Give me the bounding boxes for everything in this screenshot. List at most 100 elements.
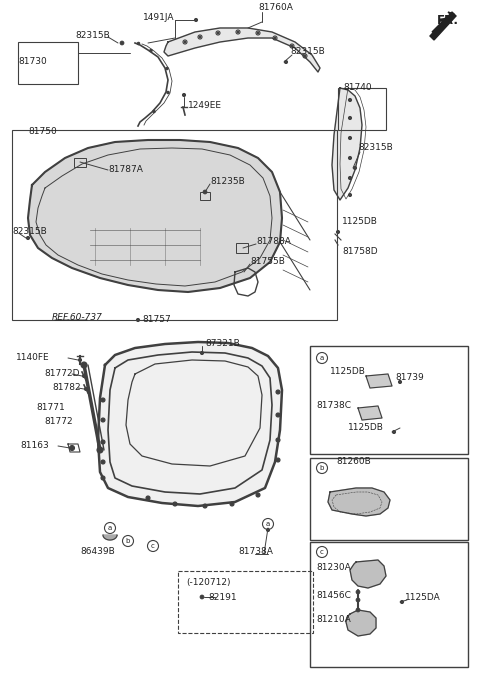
Polygon shape <box>332 88 362 200</box>
Text: 81738C: 81738C <box>316 401 351 409</box>
Text: 81772: 81772 <box>44 416 72 426</box>
Polygon shape <box>350 560 386 588</box>
Text: a: a <box>108 525 112 531</box>
Circle shape <box>393 430 396 434</box>
Circle shape <box>136 318 140 322</box>
Circle shape <box>203 504 207 508</box>
Text: 82315B: 82315B <box>358 143 393 152</box>
Text: 82315B: 82315B <box>75 31 110 39</box>
Circle shape <box>79 358 82 362</box>
Text: 81757: 81757 <box>142 316 171 324</box>
Circle shape <box>101 476 105 480</box>
Circle shape <box>349 137 351 139</box>
Text: 82315B: 82315B <box>290 48 325 56</box>
Circle shape <box>266 528 269 532</box>
Circle shape <box>304 55 306 57</box>
Circle shape <box>256 493 260 497</box>
Text: (-120712): (-120712) <box>186 577 230 586</box>
Polygon shape <box>358 406 382 420</box>
Circle shape <box>101 440 105 444</box>
Circle shape <box>356 598 360 602</box>
Circle shape <box>237 31 239 33</box>
Text: b: b <box>126 538 130 544</box>
Polygon shape <box>328 488 390 516</box>
Circle shape <box>230 502 234 506</box>
Circle shape <box>349 177 351 179</box>
Circle shape <box>400 600 404 604</box>
Text: REF.60-737: REF.60-737 <box>52 313 103 322</box>
Text: 81730: 81730 <box>18 58 47 67</box>
Polygon shape <box>164 28 320 72</box>
Text: 1249EE: 1249EE <box>188 101 222 109</box>
Circle shape <box>276 438 280 442</box>
Circle shape <box>356 590 360 594</box>
Text: FR.: FR. <box>437 14 459 27</box>
Text: 81210A: 81210A <box>316 615 351 624</box>
Text: 81739: 81739 <box>395 373 424 382</box>
Text: 1125DB: 1125DB <box>342 218 378 226</box>
Text: 81772D: 81772D <box>44 369 80 377</box>
Circle shape <box>276 458 280 462</box>
Polygon shape <box>430 12 456 40</box>
Text: c: c <box>320 549 324 555</box>
Bar <box>338 88 386 130</box>
Circle shape <box>276 413 280 417</box>
Circle shape <box>182 94 185 97</box>
Text: 81758D: 81758D <box>342 248 378 256</box>
Text: 81235B: 81235B <box>210 177 245 186</box>
Circle shape <box>285 61 288 63</box>
Circle shape <box>97 447 103 453</box>
Text: a: a <box>266 521 270 527</box>
Text: b: b <box>320 465 324 471</box>
Text: 81260B: 81260B <box>336 458 371 466</box>
Circle shape <box>84 388 87 390</box>
Circle shape <box>167 91 169 94</box>
Text: 81163: 81163 <box>20 441 49 449</box>
Circle shape <box>291 45 293 47</box>
Text: 81230A: 81230A <box>316 564 351 573</box>
Polygon shape <box>346 610 376 636</box>
Circle shape <box>356 608 360 612</box>
Text: c: c <box>151 543 155 549</box>
Text: 81760A: 81760A <box>258 3 293 12</box>
Text: 87321B: 87321B <box>205 339 240 348</box>
Circle shape <box>353 167 357 169</box>
Circle shape <box>120 41 124 45</box>
Text: 82191: 82191 <box>208 592 237 602</box>
Polygon shape <box>366 374 392 388</box>
Text: 1125DB: 1125DB <box>348 424 384 432</box>
Circle shape <box>153 110 155 113</box>
Text: 81456C: 81456C <box>316 590 351 600</box>
Text: 81740: 81740 <box>343 84 372 92</box>
Circle shape <box>349 99 351 101</box>
Bar <box>18 42 78 84</box>
Circle shape <box>173 502 177 506</box>
Text: 82315B: 82315B <box>12 228 47 237</box>
Bar <box>200 192 210 200</box>
Circle shape <box>70 445 74 450</box>
Text: a: a <box>320 355 324 361</box>
Circle shape <box>166 67 168 70</box>
Circle shape <box>201 352 204 354</box>
Circle shape <box>398 381 401 384</box>
Bar <box>74 158 86 167</box>
Circle shape <box>336 231 339 233</box>
Bar <box>310 346 468 454</box>
Bar <box>12 130 337 320</box>
Polygon shape <box>432 12 454 32</box>
Circle shape <box>194 18 197 22</box>
Polygon shape <box>98 342 282 506</box>
Circle shape <box>217 32 219 34</box>
Circle shape <box>146 496 150 500</box>
Circle shape <box>137 42 140 45</box>
Circle shape <box>101 418 105 422</box>
Polygon shape <box>28 140 282 292</box>
Text: 81787A: 81787A <box>108 165 143 175</box>
Text: 81755B: 81755B <box>250 258 285 267</box>
Circle shape <box>81 362 87 368</box>
Circle shape <box>349 194 351 196</box>
Circle shape <box>150 49 152 52</box>
Circle shape <box>274 37 276 39</box>
Bar <box>310 458 468 540</box>
Circle shape <box>276 390 280 394</box>
